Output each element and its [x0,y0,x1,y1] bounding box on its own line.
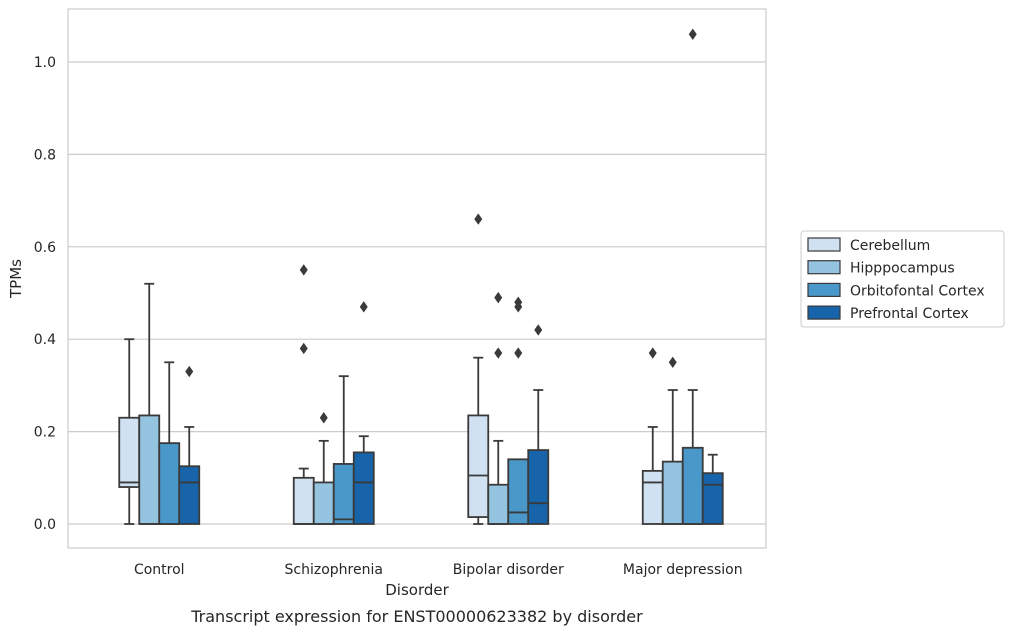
box-body [681,446,704,525]
y-tick-label: 1.0 [34,55,56,71]
x-tick-label: Bipolar disorder [453,562,564,578]
outlier-point [688,28,697,40]
legend-swatch [807,237,841,252]
box-cerebellum [641,347,664,525]
x-tick-label: Schizophrenia [285,562,383,578]
outlier-point [514,347,523,359]
y-tick-label: 0.0 [34,517,56,533]
box-hipppocampus [138,282,161,525]
outlier-point [668,356,677,368]
y-axis-ticks: 0.0 0.2 0.4 0.6 0.8 1.0 [34,55,56,533]
legend-label: Cerebellum [850,238,930,254]
legend-swatch [807,305,841,320]
box-plot-series [118,28,724,525]
box-body [701,472,724,525]
outlier-point [299,342,308,355]
outlier-point [534,324,543,336]
box-body [467,414,490,518]
legend-label: Orbitofontal Cortex [850,283,985,299]
box-body [507,458,530,525]
outlier-point [494,291,503,304]
outlier-point [185,365,194,378]
box-body [158,442,181,525]
y-tick-label: 0.8 [34,147,56,163]
legend-label: Prefrontal Cortex [850,306,969,322]
box-body [118,416,141,488]
y-tick-label: 0.6 [34,240,56,256]
box-hipppocampus [661,356,684,525]
box-cerebellum [467,213,490,525]
box-body [178,465,201,525]
box-hipppocampus [312,412,335,525]
box-body [661,460,684,525]
box-body [312,481,335,525]
legend-label: Hipppocampus [850,261,955,277]
box-body [641,469,664,525]
box-orbitofontal-cortex [507,296,530,525]
box-prefrontal-cortex [701,453,724,525]
legend: Cerebellum Hipppocampus Orbitofontal Corte… [800,230,1005,328]
box-body [352,451,375,525]
x-tick-label: Control [134,562,185,578]
x-tick-label: Major depression [623,562,743,578]
box-body [138,414,161,525]
legend-swatch [807,260,841,275]
legend-swatch [807,282,841,297]
y-tick-label: 0.2 [34,425,56,441]
box-body [487,483,510,525]
plot-frame [67,8,767,549]
box-prefrontal-cortex [178,365,201,525]
box-prefrontal-cortex [352,301,375,525]
box-body [527,449,550,525]
box-body [332,463,355,525]
box-orbitofontal-cortex [681,28,704,525]
outlier-point [648,347,657,359]
outlier-point [359,301,368,313]
box-cerebellum [118,338,141,525]
x-axis-title: Disorder [385,581,449,599]
legend-frame [800,230,1005,328]
box-body [292,476,315,525]
box-orbitofontal-cortex [158,361,181,525]
outlier-point [319,412,328,424]
y-axis-title: TPMs [7,259,25,299]
outlier-point [514,296,523,308]
box-prefrontal-cortex [527,324,550,525]
outlier-point [494,347,503,359]
y-tick-label: 0.4 [34,332,56,348]
box-hipppocampus [487,291,510,525]
outlier-point [474,213,483,225]
box-orbitofontal-cortex [332,375,355,525]
outlier-point [299,264,308,276]
x-axis-ticks: Control Schizophrenia Bipolar disorder Majo… [134,562,743,578]
chart-caption: Transcript expression for ENST0000062338… [190,607,643,626]
box-cerebellum [292,264,315,525]
